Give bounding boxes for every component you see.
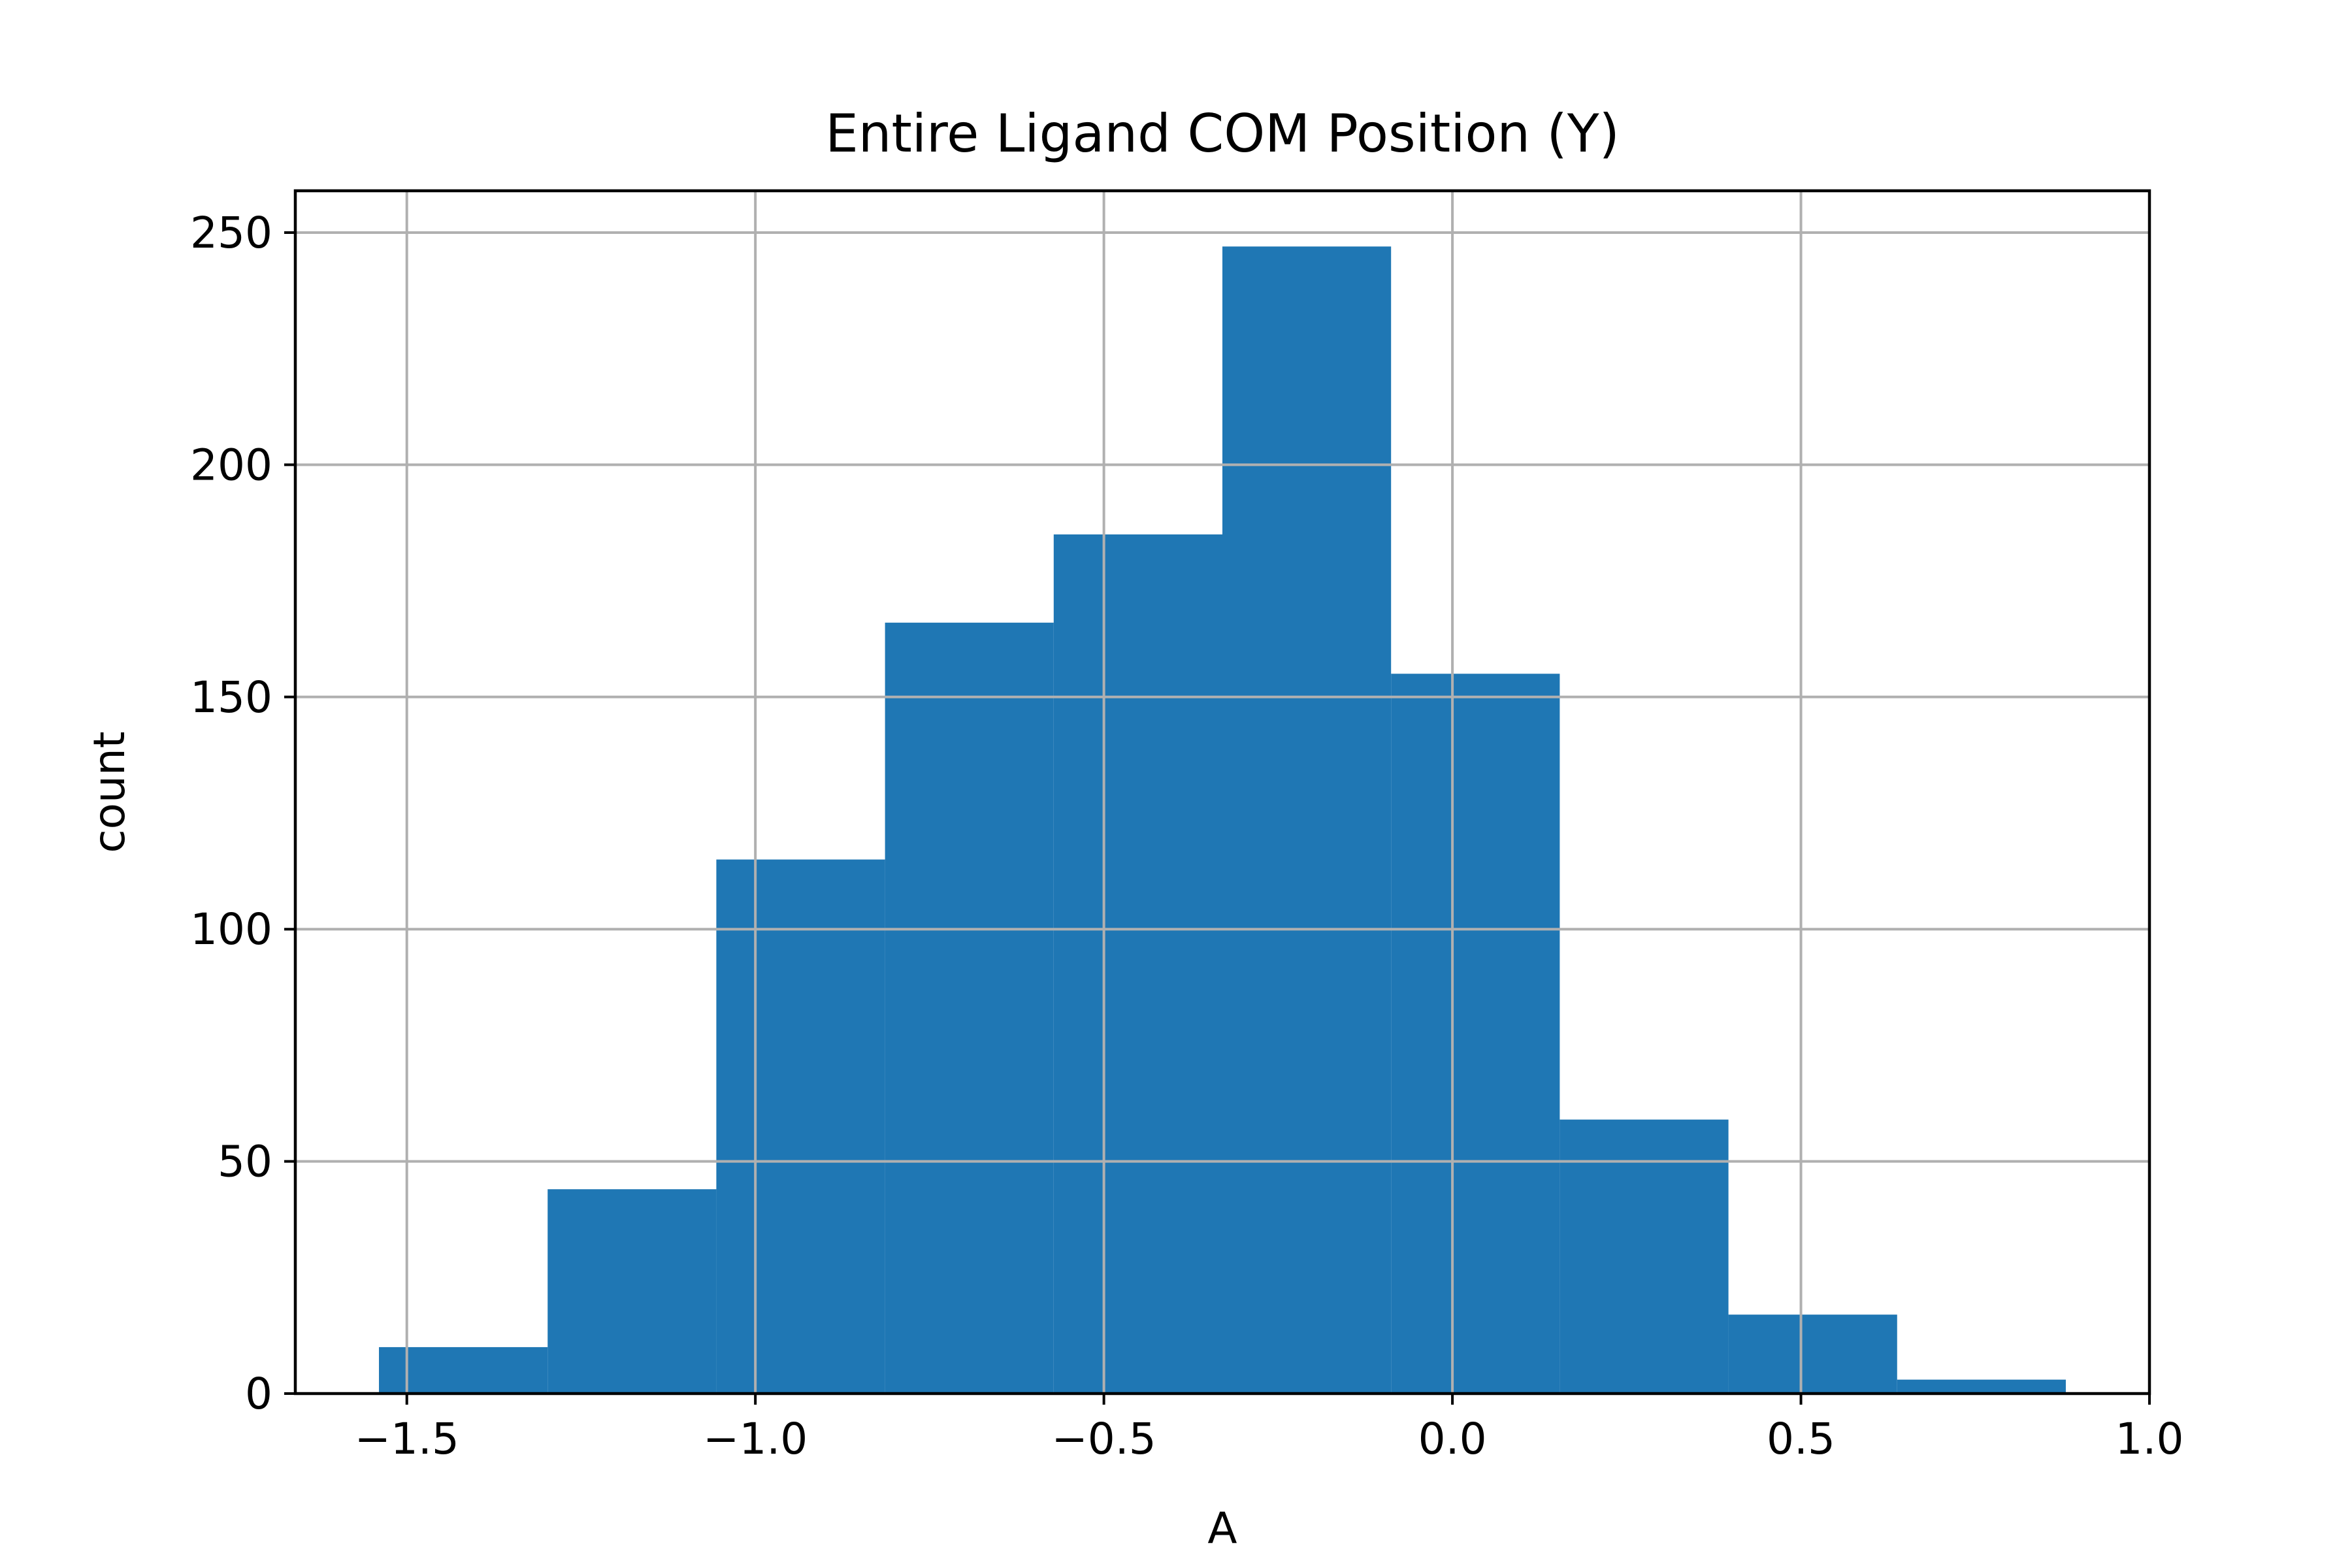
plot-frame: [293, 189, 2151, 1396]
x-tick-label: −0.5: [1051, 1414, 1156, 1464]
histogram-bar: [716, 859, 885, 1394]
y-tick-label: 200: [190, 440, 272, 490]
y-axis-title: count: [84, 731, 135, 853]
y-tick-label: 0: [245, 1369, 272, 1419]
chart-title: Entire Ligand COM Position (Y): [825, 103, 1620, 164]
histogram-bar: [1053, 534, 1222, 1394]
y-tick-label: 50: [218, 1137, 272, 1187]
histogram-bar: [1391, 674, 1560, 1394]
ticks-layer: −1.5 −1.0 −0.5 0.0 0.5 1.0 0 50 100 150 200 250: [190, 208, 2183, 1464]
y-tick-label: 100: [190, 904, 272, 955]
histogram-bar: [547, 1189, 717, 1394]
y-tick-label: 250: [190, 208, 272, 258]
x-tick-label: 1.0: [2115, 1414, 2184, 1464]
histogram-bar: [1560, 1119, 1729, 1394]
x-tick-label: 0.0: [1418, 1414, 1487, 1464]
histogram-bar: [379, 1347, 548, 1394]
x-tick-label: 0.5: [1767, 1414, 1835, 1464]
bars-layer: [379, 246, 2066, 1394]
x-axis-title: A: [1207, 1503, 1237, 1554]
histogram-bar: [1222, 246, 1392, 1394]
x-tick-label: −1.0: [703, 1414, 808, 1464]
histogram-bar: [1897, 1379, 2066, 1394]
histogram-bar: [1728, 1315, 1897, 1394]
y-tick-label: 150: [190, 672, 272, 723]
x-tick-label: −1.5: [355, 1414, 459, 1464]
histogram-bar: [885, 623, 1054, 1394]
